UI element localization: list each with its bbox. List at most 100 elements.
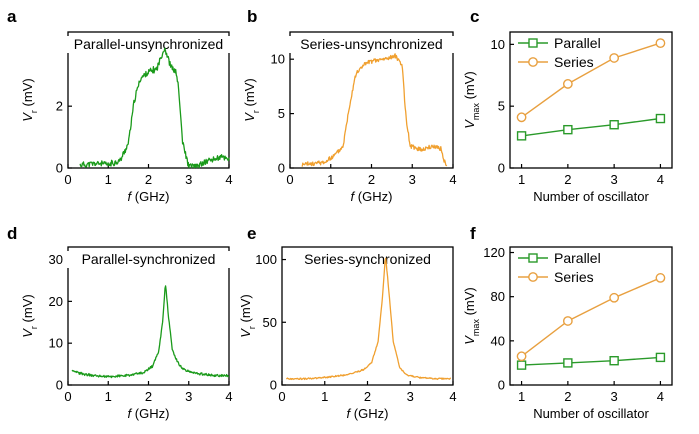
x-tick-label: 1: [327, 172, 334, 187]
y-axis-subscript: r: [29, 326, 39, 329]
plot-frame: [509, 246, 673, 386]
x-tick-label: 0: [286, 172, 293, 187]
x-tick-label: 1: [105, 172, 112, 187]
x-tick-label: 4: [657, 389, 664, 404]
chart-title: Parallel-unsynchronized: [74, 36, 223, 52]
y-axis-unit: (mV): [238, 294, 253, 326]
data-point: [655, 38, 666, 49]
y-axis-symbol: V: [20, 328, 35, 338]
x-tick-label: 3: [185, 389, 192, 404]
y-axis-title: Vr (mV): [20, 78, 39, 121]
data-point: [655, 113, 666, 124]
y-tick-label: 10: [491, 37, 505, 52]
x-tick-label: 3: [407, 389, 414, 404]
x-tick-label: 4: [225, 389, 232, 404]
x-tick-label: 3: [409, 172, 416, 187]
spectrum-line: [301, 53, 448, 167]
legend-marker: [528, 253, 538, 263]
legend-label-series: Series: [554, 54, 594, 70]
data-point: [562, 316, 573, 326]
plot-frame: [509, 31, 673, 169]
data-point: [609, 120, 619, 130]
y-tick-label: 0: [278, 161, 285, 176]
panel-letter: d: [7, 224, 17, 243]
x-tick-label: 1: [105, 389, 112, 404]
panel-c: c 1 2 3 4 0 5 10 Number of oscillator Vmax (mV) Pa…: [462, 7, 673, 204]
panel-d: d 0 1 2 3 4 0 10 20 30 f (GHz) Vr (mV) Parallel-sync…: [7, 224, 235, 421]
y-axis-unit: (mV): [242, 78, 257, 110]
legend-label-parallel: Parallel: [554, 250, 601, 266]
x-tick-label: 3: [611, 389, 618, 404]
y-tick-label: 10: [49, 336, 63, 351]
chart-title: Parallel-synchronized: [82, 251, 216, 267]
x-tick-label: 0: [64, 389, 71, 404]
legend-label-series: Series: [554, 269, 594, 285]
x-axis-title: Number of oscillator: [533, 406, 649, 421]
legend-marker: [528, 38, 538, 48]
y-axis-title: Vmax (mV): [462, 287, 481, 344]
y-axis-title: Vmax (mV): [462, 71, 481, 128]
x-tick-label: 4: [225, 172, 232, 187]
y-tick-label: 120: [483, 245, 505, 260]
y-tick-label: 0: [56, 161, 63, 176]
y-axis-symbol: V: [462, 335, 477, 345]
panel-b: b 0 1 2 3 4 0 5 10 f (GHz) Vr (mV) Series-unsynchro…: [242, 7, 458, 204]
x-axis-title: f (GHz): [347, 406, 389, 421]
y-axis-symbol: V: [20, 112, 35, 122]
panel-e: e 0 1 2 3 4 0 50 100 f (GHz) Vr (mV) Series-synchro…: [238, 224, 457, 421]
x-tick-label: 2: [564, 389, 571, 404]
y-axis-symbol: V: [238, 328, 253, 338]
data-point: [609, 356, 619, 366]
y-tick-label: 5: [278, 106, 285, 121]
panel-letter: f: [470, 224, 476, 243]
x-tick-label: 4: [449, 389, 456, 404]
panel-letter: b: [247, 7, 257, 26]
data-point: [655, 352, 666, 363]
y-axis-subscript: max: [471, 103, 481, 121]
series-line-parallel: [521, 356, 661, 366]
title-background: [62, 251, 235, 268]
x-axis-unit: Number of oscillator: [533, 406, 649, 421]
title-background: [285, 36, 458, 53]
y-tick-label: 20: [49, 294, 63, 309]
title-background: [54, 36, 243, 53]
x-tick-label: 1: [518, 172, 525, 187]
x-axis-unit: (GHz): [350, 406, 388, 421]
y-tick-label: 40: [491, 333, 505, 348]
x-axis-unit: (GHz): [131, 406, 169, 421]
x-axis-unit: (GHz): [131, 189, 169, 204]
y-axis-subscript: r: [251, 110, 261, 113]
x-axis-title: f (GHz): [128, 189, 170, 204]
x-axis-symbol: f: [347, 406, 352, 421]
y-axis-subscript: r: [247, 326, 257, 329]
data-point: [609, 53, 620, 63]
title-background: [289, 251, 446, 268]
data-point: [516, 112, 527, 123]
y-tick-label: 0: [498, 161, 505, 176]
legend-marker: [528, 272, 538, 282]
y-tick-label: 0: [56, 378, 63, 393]
x-tick-label: 1: [518, 389, 525, 404]
chart-title: Series-unsynchronized: [300, 36, 442, 52]
y-tick-label: 80: [491, 289, 505, 304]
x-axis-unit: (GHz): [354, 189, 392, 204]
y-axis-title: Vr (mV): [242, 78, 261, 121]
y-axis-symbol: V: [242, 112, 257, 122]
y-axis-subscript: max: [471, 319, 481, 337]
y-tick-label: 100: [255, 252, 277, 267]
x-tick-label: 2: [564, 172, 571, 187]
panel-letter: e: [247, 224, 256, 243]
x-axis-title: f (GHz): [351, 189, 393, 204]
legend-label-parallel: Parallel: [554, 35, 601, 51]
spectrum-line: [285, 257, 451, 381]
y-axis-unit: (mV): [462, 287, 477, 319]
y-axis-title: Vr (mV): [20, 294, 39, 337]
x-axis-title: Number of oscillator: [533, 189, 649, 204]
y-axis-symbol: V: [462, 119, 477, 129]
series-line-parallel: [521, 117, 661, 137]
x-tick-label: 3: [185, 172, 192, 187]
x-tick-label: 0: [278, 389, 285, 404]
x-tick-label: 4: [449, 172, 456, 187]
